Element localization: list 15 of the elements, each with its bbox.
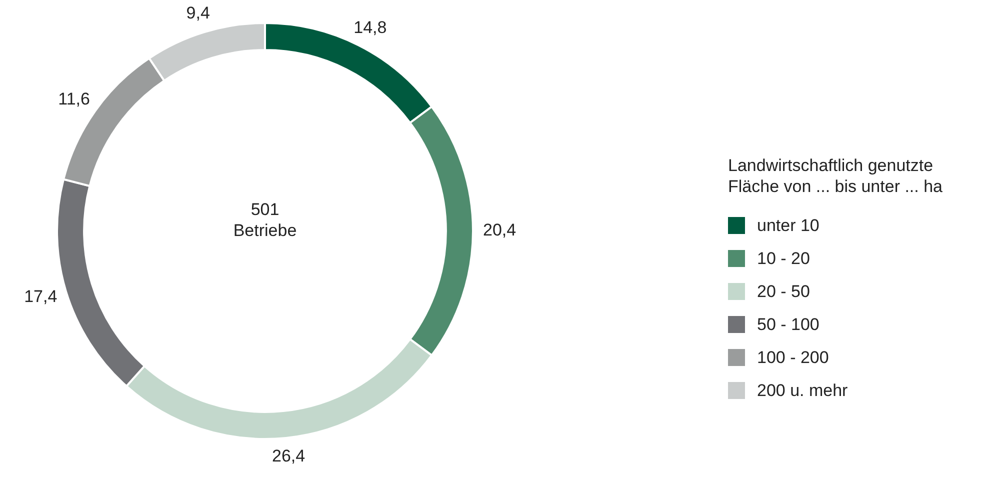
data-label: 14,8 (354, 18, 387, 37)
data-label: 17,4 (24, 286, 58, 306)
legend-label: 100 - 200 (757, 348, 829, 368)
data-label: 26,4 (272, 446, 306, 466)
text: 501 (250, 200, 280, 220)
legend-label: 200 u. mehr (757, 380, 848, 400)
legend-label: unter 10 (757, 216, 820, 236)
legend-title: Landwirtschaftlich genutzte Fläche von ... bis unter ... ha (728, 155, 943, 197)
legend-label: 50 - 100 (757, 314, 820, 334)
legend-label: 20 - 50 (757, 282, 810, 302)
data-label: 9,4 (186, 4, 210, 23)
legend-label: 10 - 20 (757, 248, 810, 268)
data-label: 11,6 (58, 90, 90, 109)
text: Betriebe (233, 221, 297, 240)
data-label: 20,4 (482, 220, 516, 240)
